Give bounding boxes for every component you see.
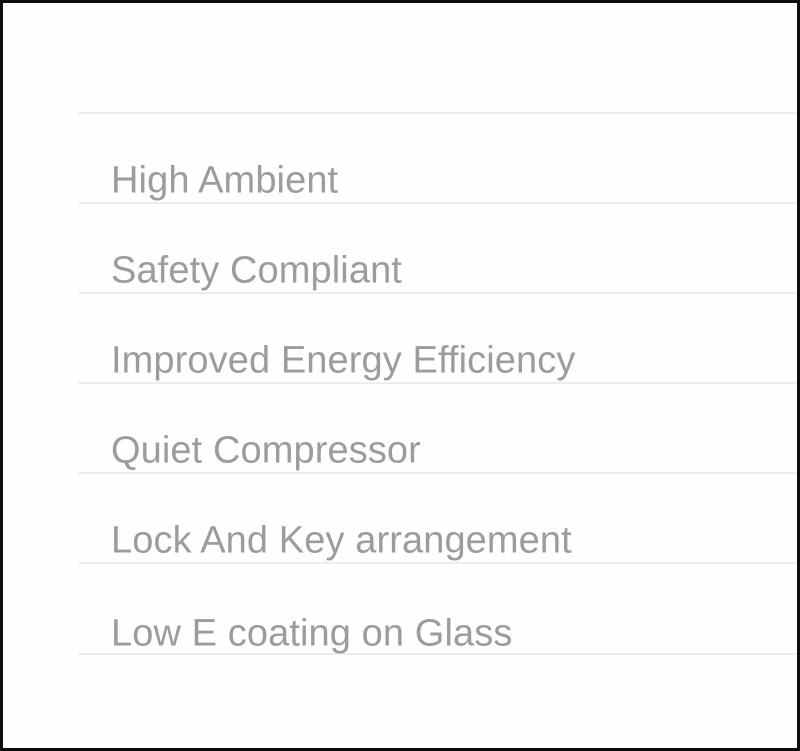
feature-list: High Ambient Safety Compliant Improved E…	[78, 112, 797, 655]
list-item[interactable]: Low E coating on Glass	[78, 562, 797, 655]
feature-label: Safety Compliant	[111, 249, 402, 292]
list-item[interactable]: Quiet Compressor	[78, 382, 797, 472]
feature-label: Quiet Compressor	[111, 429, 421, 472]
list-item[interactable]: Safety Compliant	[78, 202, 797, 292]
feature-label: Lock And Key arrangement	[111, 519, 572, 562]
feature-list-panel: High Ambient Safety Compliant Improved E…	[3, 3, 797, 748]
list-item[interactable]: Lock And Key arrangement	[78, 472, 797, 562]
feature-label: Improved Energy Efficiency	[111, 339, 576, 382]
list-item[interactable]: Improved Energy Efficiency	[78, 292, 797, 382]
feature-label: Low E coating on Glass	[111, 612, 513, 655]
list-item[interactable]: High Ambient	[78, 112, 797, 202]
feature-label: High Ambient	[111, 159, 339, 202]
